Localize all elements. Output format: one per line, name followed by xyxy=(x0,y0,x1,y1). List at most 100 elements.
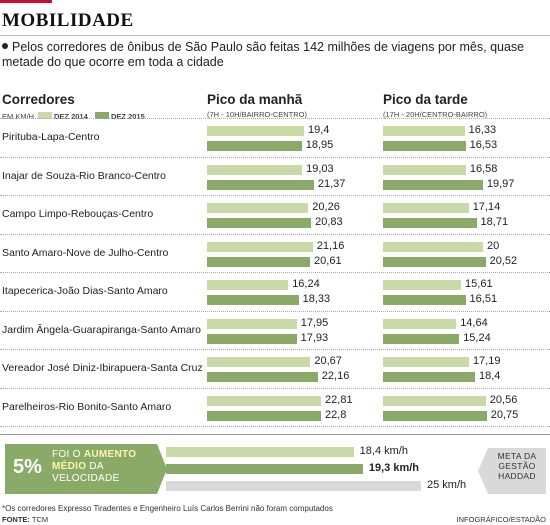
evening-bar-dez-2014 xyxy=(383,126,465,136)
morning-bar-dez-2015 xyxy=(207,141,302,151)
morning-bar-dez-2014 xyxy=(207,126,304,136)
evening-value-label: 18,4 xyxy=(479,370,501,382)
evening-bar-dez-2015 xyxy=(383,295,466,305)
morning-value-label: 16,24 xyxy=(292,278,320,290)
evening-value-label: 18,71 xyxy=(480,216,509,228)
goal-caption: META DA GESTÃO HADDAD xyxy=(488,451,546,481)
morning-bar-dez-2014 xyxy=(207,280,289,290)
evening-bar-dez-2015 xyxy=(383,141,466,151)
legend-label-2014: DEZ 2014 xyxy=(54,112,88,121)
corridor-name: Inajar de Souza-Rio Branco-Centro xyxy=(2,169,167,182)
morning-header: Pico da manhã xyxy=(207,92,303,107)
morning-bar-dez-2014 xyxy=(207,241,313,252)
row-separator xyxy=(0,118,550,119)
evening-bar-dez-2015 xyxy=(383,372,475,382)
morning-value-label: 20,67 xyxy=(314,355,342,367)
summary-bar xyxy=(166,464,363,474)
row-separator xyxy=(0,349,550,350)
accent-rule xyxy=(0,0,52,3)
goal-line2: GESTÃO xyxy=(498,461,536,471)
summary-value-label: 25 km/h xyxy=(427,479,467,491)
row-separator xyxy=(0,310,550,312)
morning-bar-dez-2015 xyxy=(207,179,314,190)
row-separator xyxy=(0,156,550,158)
evening-value-label: 16,51 xyxy=(469,293,498,305)
evening-value-label: 15,61 xyxy=(465,278,493,290)
row-separator xyxy=(0,272,550,273)
goal-box xyxy=(488,448,546,494)
corridors-header: Corredores xyxy=(2,92,75,107)
morning-bar-dez-2014 xyxy=(207,395,322,406)
morning-value-label: 20,26 xyxy=(312,201,340,213)
morning-bar-dez-2015 xyxy=(207,372,318,382)
increase-box xyxy=(5,444,157,494)
morning-bar-dez-2014 xyxy=(207,164,303,175)
increase-line2-em: MÉDIO xyxy=(52,461,87,472)
morning-bar-dez-2014 xyxy=(207,203,309,213)
evening-bar-dez-2015 xyxy=(383,256,486,267)
evening-header: Pico da tarde xyxy=(383,92,468,107)
morning-bar-dez-2014 xyxy=(207,357,311,367)
evening-bar-dez-2014 xyxy=(383,395,486,406)
section-title: MOBILIDADE xyxy=(2,10,134,31)
evening-value-label: 17,19 xyxy=(472,355,501,367)
morning-value-label: 20,61 xyxy=(314,254,342,267)
morning-value-label: 22,8 xyxy=(325,408,347,421)
increase-caption: FOI O AUMENTO MÉDIO DA VELOCIDADE xyxy=(52,449,156,485)
morning-value-label: 22,16 xyxy=(321,370,350,382)
morning-value-label: 21,16 xyxy=(316,239,345,252)
morning-bar-dez-2014 xyxy=(207,318,297,329)
summary-value-label: 19,3 km/h xyxy=(368,462,419,474)
morning-bar-dez-2015 xyxy=(207,333,297,344)
increase-line1-em: AUMENTO xyxy=(83,449,137,460)
source-value: TCM xyxy=(29,515,49,524)
goal-arrow xyxy=(478,448,488,494)
corridor-name: Itapecerica-João Dias-Santo Amaro xyxy=(2,285,168,297)
increase-percent: 5% xyxy=(13,456,42,478)
row-separator xyxy=(0,233,550,235)
morning-bar-dez-2015 xyxy=(207,410,321,421)
morning-value-label: 20,83 xyxy=(315,216,343,228)
evening-bar-dez-2015 xyxy=(383,333,460,344)
corridor-name: Jardim Ângela-Guarapiranga-Santo Amaro xyxy=(2,323,202,336)
bullet-icon xyxy=(2,43,8,49)
row-separator xyxy=(0,387,550,389)
evening-bar-dez-2014 xyxy=(383,318,457,329)
corridor-name: Parelheiros-Rio Bonito-Santo Amaro xyxy=(2,400,172,413)
evening-value-label: 20,56 xyxy=(489,393,518,406)
evening-bar-dez-2015 xyxy=(383,179,483,190)
evening-value-label: 20,52 xyxy=(489,254,518,267)
evening-bar-dez-2015 xyxy=(383,410,487,421)
morning-value-label: 19,4 xyxy=(308,124,330,136)
evening-bar-dez-2015 xyxy=(383,218,477,228)
row-separator xyxy=(0,195,550,196)
source-label: FONTE: xyxy=(2,515,30,524)
morning-value-label: 17,95 xyxy=(300,316,329,329)
top-rule xyxy=(0,0,550,6)
source-note: FONTE: TCM xyxy=(2,515,48,524)
title-divider xyxy=(0,35,550,36)
morning-value-label: 21,37 xyxy=(317,177,346,190)
goal-line3: HADDAD xyxy=(498,471,536,481)
legend-label-2015: DEZ 2015 xyxy=(111,112,145,121)
legend-swatch-2015 xyxy=(95,112,109,119)
morning-value-label: 18,33 xyxy=(302,293,331,305)
evening-bar-dez-2014 xyxy=(383,164,466,175)
increase-line2-suffix: DA xyxy=(86,461,104,472)
morning-value-label: 22,81 xyxy=(325,393,353,406)
evening-subheader: (17H - 20H/CENTRO-BAIRRO) xyxy=(383,110,488,119)
summary-divider xyxy=(0,434,550,435)
corridor-name: Santo Amaro-Nove de Julho-Centro xyxy=(2,246,169,259)
intro-text: Pelos corredores de ônibus de São Paulo … xyxy=(2,40,547,70)
evening-value-label: 15,24 xyxy=(463,331,491,344)
increase-line3: VELOCIDADE xyxy=(52,473,120,484)
legend-swatch-2014 xyxy=(38,112,52,119)
evening-bar-dez-2014 xyxy=(383,357,469,367)
evening-bar-dez-2014 xyxy=(383,280,462,290)
morning-value-label: 19,03 xyxy=(306,162,334,175)
morning-bar-dez-2015 xyxy=(207,295,299,305)
corridor-name: Campo Limpo-Rebouças-Centro xyxy=(2,208,154,220)
credit: INFOGRÁFICO/ESTADÃO xyxy=(456,515,546,524)
evening-value-label: 17,14 xyxy=(472,201,501,213)
evening-value-label: 20,75 xyxy=(490,408,519,421)
